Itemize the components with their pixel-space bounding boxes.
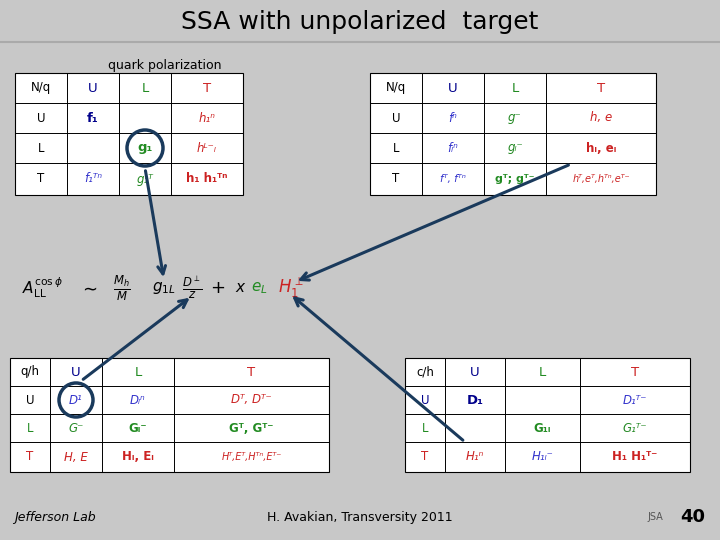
Text: L: L (392, 141, 400, 154)
Text: T: T (392, 172, 400, 186)
Text: L: L (135, 366, 142, 379)
Text: $x$: $x$ (235, 280, 246, 295)
Text: fᵀ, fᵀⁿ: fᵀ, fᵀⁿ (440, 174, 466, 184)
Text: Jefferson Lab: Jefferson Lab (14, 510, 96, 524)
Text: T: T (631, 366, 639, 379)
Text: SSA with unpolarized  target: SSA with unpolarized target (181, 10, 539, 34)
Text: G₁ᵀ⁻: G₁ᵀ⁻ (623, 422, 647, 435)
Text: L: L (539, 366, 546, 379)
Text: f₁ᵀⁿ: f₁ᵀⁿ (84, 172, 102, 186)
Text: $g_{1L}$: $g_{1L}$ (152, 280, 176, 296)
Text: T: T (27, 450, 34, 463)
Text: L: L (27, 422, 33, 435)
Text: Dₗⁿ: Dₗⁿ (130, 394, 146, 407)
Text: N/q: N/q (31, 82, 51, 94)
Text: H₁ₗ⁻: H₁ₗ⁻ (531, 450, 554, 463)
Text: L: L (511, 82, 518, 94)
Text: g₁: g₁ (138, 141, 153, 154)
Text: $H_1^{\perp}$: $H_1^{\perp}$ (278, 276, 303, 300)
Text: gᵀ; gᵀ⁻: gᵀ; gᵀ⁻ (495, 174, 535, 184)
Text: hₗ, eₗ: hₗ, eₗ (586, 141, 616, 154)
Text: Hᵀ,Eᵀ,Hᵀⁿ,Eᵀ⁻: Hᵀ,Eᵀ,Hᵀⁿ,Eᵀ⁻ (221, 452, 282, 462)
Text: h₁ h₁ᵀⁿ: h₁ h₁ᵀⁿ (186, 172, 228, 186)
Text: $e_L$: $e_L$ (251, 280, 268, 296)
Text: gₗ⁻: gₗ⁻ (507, 141, 523, 154)
Text: L: L (141, 82, 148, 94)
Text: L: L (422, 422, 428, 435)
Text: U: U (37, 111, 45, 125)
Text: Gᵀ, Gᵀ⁻: Gᵀ, Gᵀ⁻ (229, 422, 274, 435)
Text: H₁ H₁ᵀ⁻: H₁ H₁ᵀ⁻ (612, 450, 657, 463)
Text: f₁: f₁ (87, 111, 99, 125)
Text: H₁ⁿ: H₁ⁿ (466, 450, 484, 463)
Text: hᴸ⁻ₗ: hᴸ⁻ₗ (197, 141, 217, 154)
Text: q/h: q/h (20, 366, 40, 379)
Text: fₗⁿ: fₗⁿ (448, 141, 459, 154)
Bar (15, 73, 243, 195)
Text: U: U (448, 82, 458, 94)
Text: $\sim$: $\sim$ (78, 279, 97, 297)
Text: T: T (421, 450, 428, 463)
Text: T: T (37, 172, 45, 186)
Text: Hₗ, Eₗ: Hₗ, Eₗ (122, 450, 154, 463)
Text: $A_{\rm LL}^{\cos\phi}$: $A_{\rm LL}^{\cos\phi}$ (22, 275, 63, 300)
Bar (370, 73, 656, 195)
Text: D₁ᵀ⁻: D₁ᵀ⁻ (623, 394, 647, 407)
Text: g⁻: g⁻ (508, 111, 522, 125)
Text: U: U (88, 82, 98, 94)
Text: quark polarization: quark polarization (108, 58, 222, 71)
Text: U: U (26, 394, 35, 407)
Text: Dᵀ, Dᵀ⁻: Dᵀ, Dᵀ⁻ (231, 394, 272, 407)
Text: JSA: JSA (647, 512, 663, 522)
Text: U: U (71, 366, 81, 379)
Text: G⁻: G⁻ (68, 422, 84, 435)
Text: fⁿ: fⁿ (449, 111, 457, 125)
Text: c/h: c/h (416, 366, 434, 379)
Text: G₁ₗ: G₁ₗ (534, 422, 552, 435)
Text: T: T (597, 82, 605, 94)
Text: h, e: h, e (590, 111, 612, 125)
Text: L: L (37, 141, 44, 154)
Text: $+$: $+$ (210, 279, 225, 297)
Bar (10, 358, 329, 472)
Text: U: U (420, 394, 429, 407)
Bar (405, 358, 690, 472)
Text: U: U (392, 111, 400, 125)
Text: $\frac{M_h}{M}$: $\frac{M_h}{M}$ (113, 273, 130, 303)
Text: $\frac{D^{\perp}}{z}$: $\frac{D^{\perp}}{z}$ (182, 274, 203, 301)
Text: hᵀ,eᵀ,hᵀⁿ,eᵀ⁻: hᵀ,eᵀ,hᵀⁿ,eᵀ⁻ (572, 174, 630, 184)
Text: h₁ⁿ: h₁ⁿ (199, 111, 215, 125)
Text: N/q: N/q (386, 82, 406, 94)
Text: T: T (203, 82, 211, 94)
Text: H. Avakian, Transversity 2011: H. Avakian, Transversity 2011 (267, 510, 453, 524)
Text: Gₗ⁻: Gₗ⁻ (129, 422, 148, 435)
Text: D¹: D¹ (69, 394, 83, 407)
Text: H, E: H, E (64, 450, 88, 463)
Text: 40: 40 (680, 508, 706, 526)
Text: T: T (248, 366, 256, 379)
Text: U: U (470, 366, 480, 379)
Text: g₁ᵀ: g₁ᵀ (137, 172, 153, 186)
Text: D₁: D₁ (467, 394, 484, 407)
